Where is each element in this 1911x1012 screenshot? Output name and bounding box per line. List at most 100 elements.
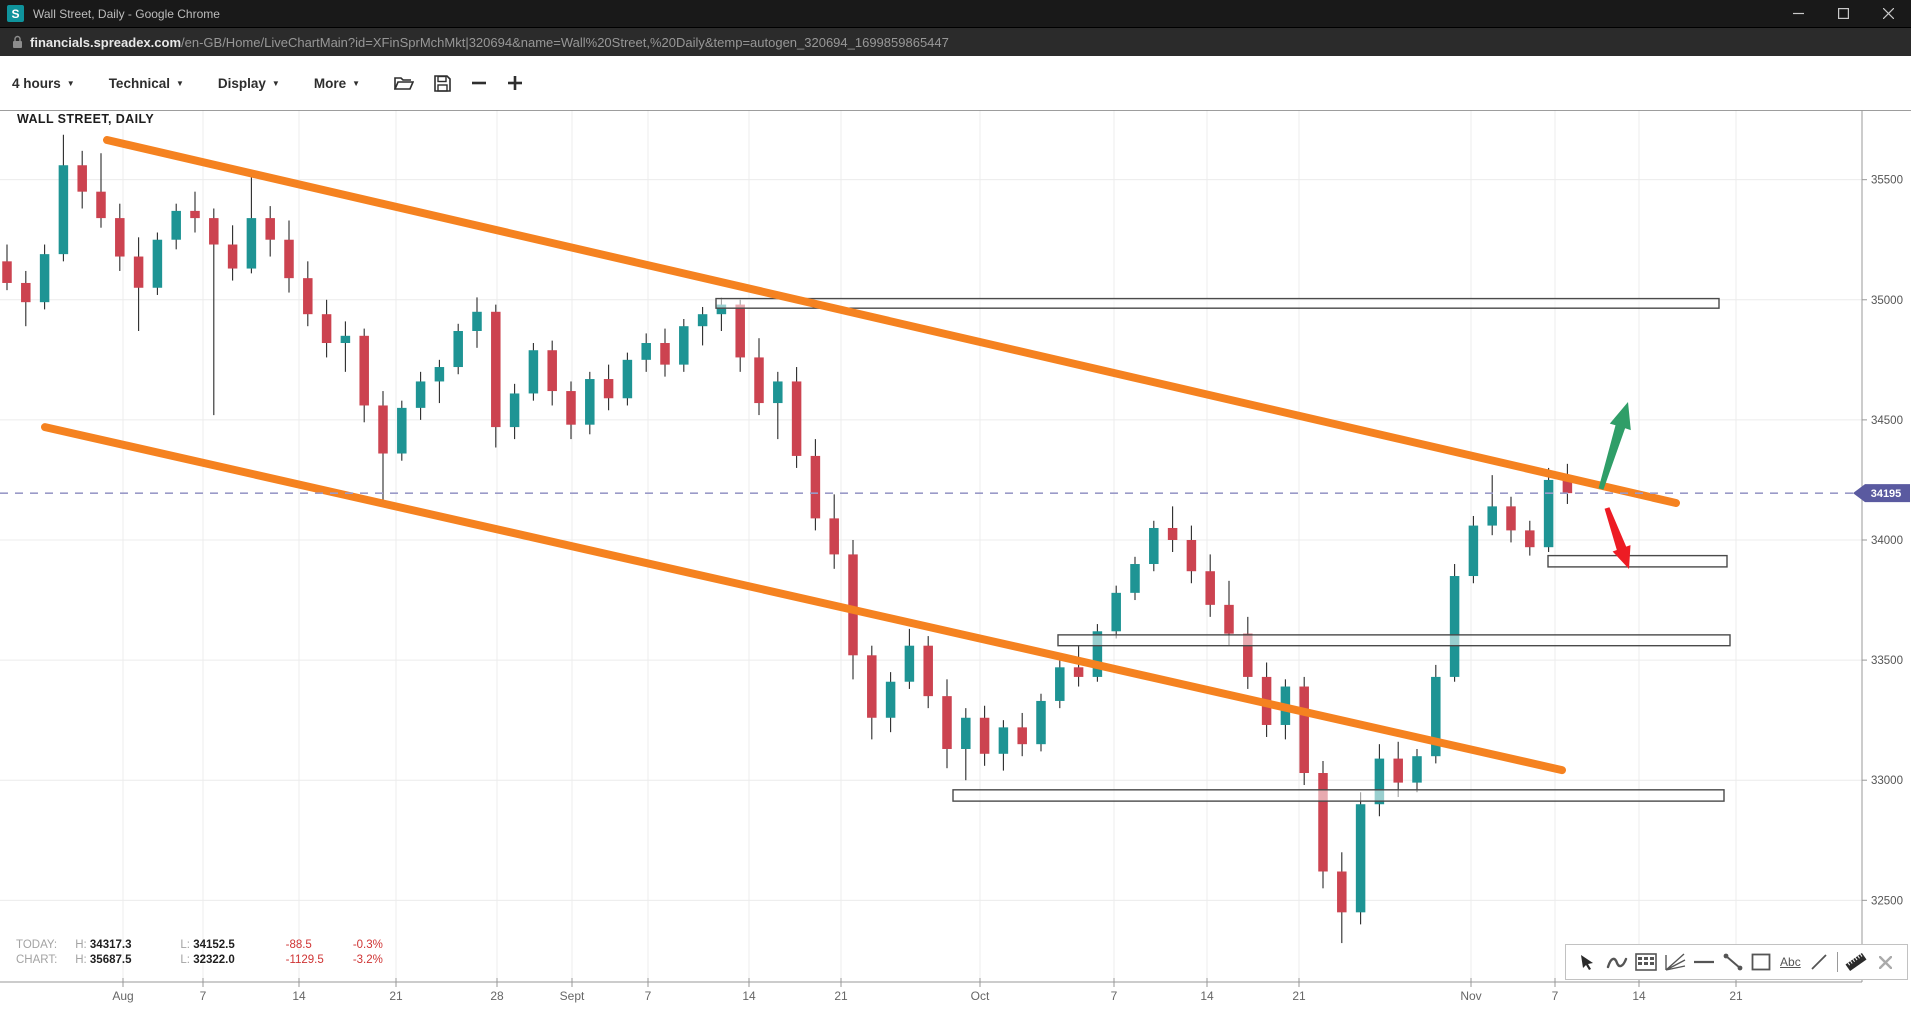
close-icon	[1883, 8, 1894, 19]
support-resistance-box[interactable]	[1547, 554, 1728, 568]
candle	[1449, 576, 1460, 677]
trend-segment-icon	[1723, 953, 1742, 971]
toolbar-separator	[1837, 952, 1839, 972]
url-path: /en-GB/Home/LiveChartMain?id=XFinSprMchM…	[181, 34, 949, 50]
more-dropdown[interactable]: More ▼	[314, 76, 360, 91]
chevron-down-icon: ▼	[66, 78, 75, 88]
candle	[1374, 758, 1385, 805]
candle	[58, 165, 69, 255]
candle	[1562, 479, 1573, 494]
candle	[39, 254, 50, 303]
cursor-tool-button[interactable]	[1577, 951, 1599, 973]
gridlines	[0, 110, 1862, 982]
horizontal-line-tool-button[interactable]	[1693, 951, 1715, 973]
minimize-button[interactable]	[1776, 0, 1821, 27]
minimize-icon	[1793, 12, 1804, 15]
bearish-arrow-annotation[interactable]	[1604, 507, 1631, 569]
chart-symbol-title: WALL STREET, DAILY	[17, 112, 155, 126]
svg-text:28: 28	[490, 989, 504, 1003]
candle	[378, 405, 388, 454]
candle	[321, 314, 332, 344]
channel-trendline[interactable]	[41, 423, 1566, 775]
maximize-button[interactable]	[1821, 0, 1866, 27]
diagonal-line-icon	[1811, 954, 1827, 970]
current-price-badge: 34195	[1853, 484, 1910, 503]
candle	[340, 335, 351, 344]
svg-text:34195: 34195	[1871, 488, 1902, 500]
url-bar[interactable]: financials.spreadex.com/en-GB/Home/LiveC…	[0, 28, 1911, 56]
price-axis-labels[interactable]: 35500 35000 34500 34000 33500 33000 32500	[1862, 175, 1903, 908]
svg-text:7: 7	[1111, 989, 1118, 1003]
svg-text:14: 14	[1632, 989, 1646, 1003]
low-label: L:	[180, 939, 190, 951]
candle	[133, 256, 144, 288]
close-button[interactable]	[1866, 0, 1911, 27]
fan-tool-button[interactable]	[1664, 951, 1686, 973]
time-axis-labels[interactable]: Aug 7 14 21 28 Sept 7 14 21 Oct 7 14 21 Nov 7 14 21	[112, 978, 1743, 1003]
spreadex-logo-icon: S	[7, 5, 24, 22]
candle	[472, 311, 482, 332]
support-resistance-box[interactable]	[715, 297, 1720, 309]
candle	[1337, 871, 1347, 913]
candle	[566, 391, 576, 425]
rectangle-tool-button[interactable]	[1750, 951, 1772, 973]
zoom-in-button[interactable]	[507, 75, 523, 91]
candle	[1092, 631, 1103, 677]
more-dropdown-label: More	[313, 75, 347, 91]
candle	[829, 518, 839, 555]
candle	[303, 278, 313, 315]
bullish-arrow-annotation[interactable]	[1598, 402, 1631, 490]
candle	[1506, 506, 1516, 531]
url-text[interactable]: financials.spreadex.com/en-GB/Home/LiveC…	[30, 35, 949, 50]
channel-trendline[interactable]	[103, 136, 1680, 508]
candle	[491, 311, 501, 428]
candle	[603, 379, 614, 399]
candle	[1468, 525, 1479, 577]
candle	[1318, 773, 1328, 872]
text-tool-button[interactable]: Abc	[1779, 951, 1801, 973]
chevron-down-icon: ▼	[352, 78, 361, 88]
svg-text:21: 21	[1729, 989, 1743, 1003]
ruler-icon	[1845, 952, 1867, 972]
candlestick-series[interactable]	[2, 134, 1573, 944]
candle	[359, 335, 369, 406]
candle	[1111, 592, 1121, 632]
today-stats-row: TODAY: H: 34317.3 L: 34152.5 -88.5 -0.3%	[16, 938, 383, 953]
zoom-out-button[interactable]	[471, 75, 487, 91]
technical-dropdown-label: Technical	[108, 75, 170, 91]
svg-text:Nov: Nov	[1460, 989, 1481, 1003]
support-resistance-box[interactable]	[1057, 634, 1731, 647]
candle	[1393, 758, 1403, 783]
svg-text:7: 7	[645, 989, 652, 1003]
candle	[1167, 527, 1178, 540]
candle	[923, 645, 933, 697]
candle	[509, 393, 520, 428]
candle	[2, 261, 12, 283]
candle	[528, 350, 539, 394]
candle	[1243, 633, 1253, 677]
save-chart-button[interactable]	[434, 74, 451, 92]
open-chart-button[interactable]	[394, 75, 415, 91]
display-dropdown[interactable]: Display ▼	[218, 76, 280, 91]
trendline-tool-button[interactable]	[1722, 951, 1744, 973]
svg-text:14: 14	[1200, 989, 1214, 1003]
svg-text:35500: 35500	[1871, 175, 1903, 187]
svg-text:33000: 33000	[1871, 775, 1903, 787]
fibonacci-tool-button[interactable]	[1634, 951, 1657, 973]
curve-tool-button[interactable]	[1606, 951, 1628, 973]
candle	[1073, 667, 1084, 677]
interval-dropdown[interactable]: 4 hours ▼	[12, 76, 75, 91]
diagonal-line-tool-button[interactable]	[1808, 951, 1830, 973]
delete-drawing-button[interactable]	[1874, 951, 1896, 973]
technical-dropdown[interactable]: Technical ▼	[109, 76, 184, 91]
minus-icon	[472, 81, 487, 85]
support-resistance-box[interactable]	[952, 789, 1725, 802]
svg-text:7: 7	[200, 989, 207, 1003]
candle	[791, 381, 802, 456]
candle	[867, 655, 877, 718]
measure-tool-button[interactable]	[1845, 951, 1867, 973]
candle	[453, 331, 463, 368]
candle	[1149, 527, 1159, 565]
svg-text:Aug: Aug	[112, 989, 133, 1003]
